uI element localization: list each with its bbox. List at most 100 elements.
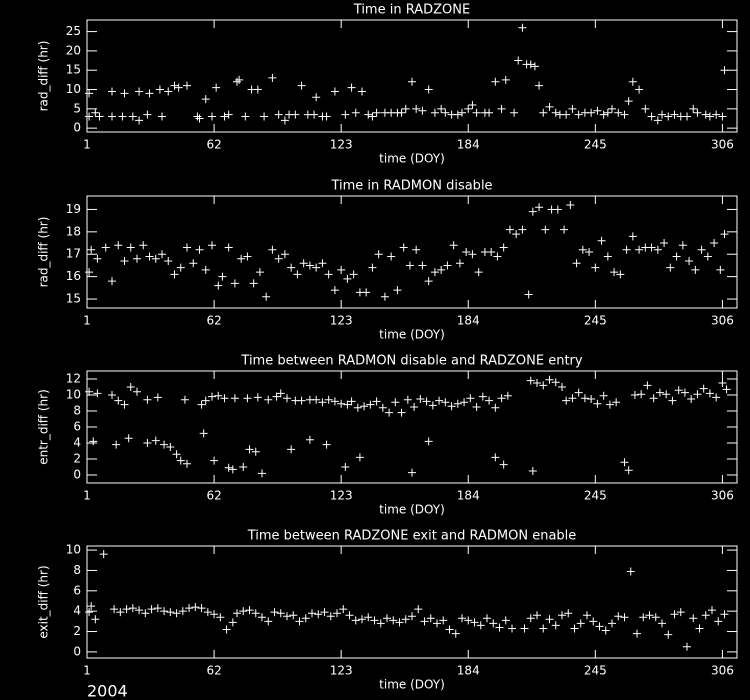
data-point (85, 268, 94, 277)
data-point (443, 261, 452, 270)
data-point (593, 106, 602, 115)
data-point (114, 396, 123, 405)
data-point (595, 622, 604, 631)
data-point (143, 439, 152, 447)
data-point (528, 467, 537, 475)
data-point (643, 381, 652, 390)
data-point (497, 394, 506, 403)
x-tick-label: 245 (584, 664, 607, 678)
data-point (674, 386, 683, 395)
data-point (605, 400, 614, 409)
data-point (710, 239, 719, 248)
data-point (551, 378, 560, 387)
y-tick-label: 0 (73, 121, 81, 135)
data-point (430, 268, 439, 277)
data-point (578, 245, 587, 254)
y-axis-label: exit_diff (hr) (37, 565, 51, 638)
data-point (160, 607, 169, 616)
data-point (539, 108, 548, 117)
data-point (380, 292, 389, 301)
data-point (485, 108, 494, 117)
data-point (535, 81, 544, 90)
data-point (599, 391, 608, 400)
data-point (166, 608, 175, 617)
data-point (170, 81, 179, 90)
data-point (324, 395, 333, 404)
data-point (243, 394, 252, 403)
data-point (135, 116, 144, 125)
data-point (201, 265, 210, 274)
data-point (683, 112, 691, 121)
data-point (426, 614, 435, 623)
data-point (564, 609, 573, 618)
data-point (233, 77, 241, 86)
data-point (716, 265, 725, 274)
data-point (530, 62, 539, 71)
data-point (276, 389, 285, 398)
data-point (562, 110, 571, 119)
data-point (183, 459, 191, 468)
data-point (393, 286, 402, 295)
data-point (680, 388, 689, 397)
y-tick-label: 6 (73, 420, 81, 434)
data-point (545, 102, 554, 111)
data-point (289, 611, 298, 620)
data-point (499, 243, 508, 252)
data-point (143, 110, 152, 119)
data-point (224, 110, 233, 119)
data-point (339, 605, 348, 614)
data-point (458, 108, 466, 117)
data-point (678, 241, 687, 250)
data-point (118, 112, 127, 121)
data-point (672, 252, 681, 261)
data-point (433, 619, 441, 628)
data-point (208, 392, 216, 401)
data-point (455, 259, 464, 268)
plot-frame (86, 545, 738, 659)
data-point (424, 85, 433, 94)
data-point (499, 460, 508, 469)
data-point (395, 618, 404, 627)
data-point (464, 616, 473, 625)
x-tick-label: 62 (206, 664, 221, 678)
data-point (114, 241, 123, 250)
data-point (462, 248, 471, 256)
data-point (535, 203, 544, 212)
data-point (133, 387, 141, 396)
data-point (145, 252, 154, 261)
data-point (487, 248, 496, 256)
data-point (658, 110, 666, 119)
data-point (574, 110, 583, 119)
data-point (635, 85, 644, 94)
data-point (122, 605, 131, 614)
data-point (160, 440, 169, 449)
data-point (408, 77, 416, 86)
data-point (558, 611, 566, 620)
data-point (85, 112, 94, 121)
x-tick-label: 306 (711, 314, 734, 328)
data-point (708, 606, 716, 615)
data-point (108, 391, 116, 399)
data-point (483, 614, 491, 623)
data-point (318, 398, 327, 407)
x-tick-label: 245 (584, 489, 607, 503)
data-point (435, 396, 444, 405)
data-point (691, 265, 700, 274)
data-point (589, 617, 598, 626)
data-point (451, 629, 460, 638)
data-point (343, 274, 352, 283)
data-point (424, 277, 433, 286)
data-point (337, 399, 346, 408)
data-point (220, 112, 229, 121)
data-point (655, 388, 664, 397)
data-point (330, 87, 339, 96)
data-point (580, 394, 589, 403)
data-point (291, 110, 300, 119)
data-point (366, 400, 375, 409)
data-point (368, 263, 377, 272)
panel: Time in RADMON disable time (DOY) rad_diff… (37, 179, 738, 342)
data-point (341, 463, 350, 471)
data-point (633, 629, 641, 638)
data-point (274, 254, 283, 263)
data-point (510, 108, 519, 117)
